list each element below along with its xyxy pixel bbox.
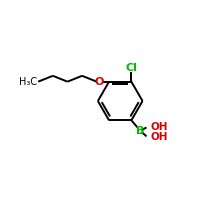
Text: Cl: Cl [125, 63, 137, 73]
Text: H₃C: H₃C [19, 77, 37, 87]
Text: B: B [136, 126, 144, 136]
Text: OH: OH [150, 132, 168, 142]
Text: O: O [95, 77, 104, 87]
Text: OH: OH [150, 122, 168, 132]
